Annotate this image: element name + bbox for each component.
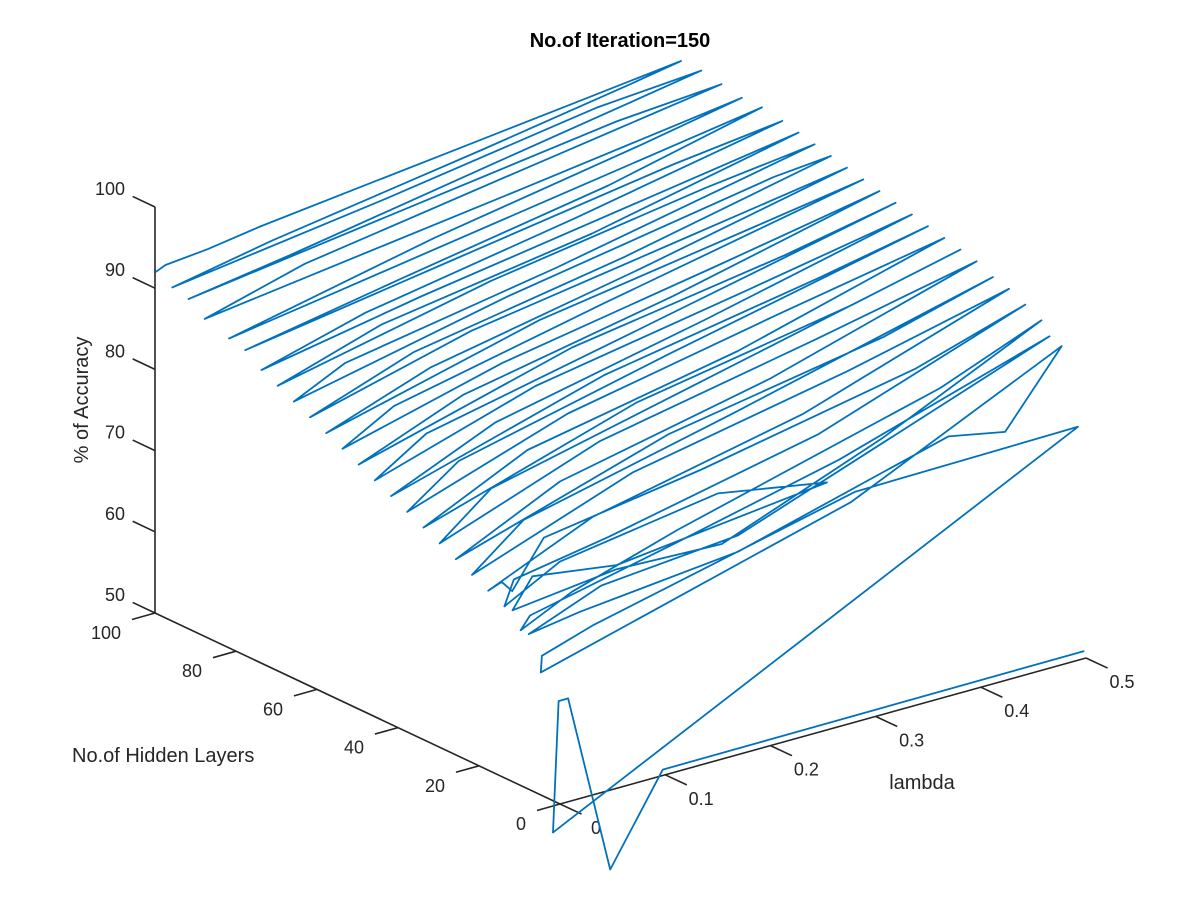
z-tick-label: 80	[105, 341, 125, 361]
y-tick-label: 0	[516, 814, 526, 834]
x-axis-line	[559, 657, 1087, 805]
y-tick-label: 20	[425, 776, 445, 796]
x-tick-0.5	[1085, 657, 1108, 669]
x-tick-label: 0.4	[1004, 701, 1029, 721]
x-tick-0.3	[875, 715, 898, 728]
y-tick-0	[536, 803, 561, 812]
z-tick-60	[132, 520, 156, 533]
y-tick-20	[455, 765, 480, 774]
z-tick-label: 60	[105, 504, 125, 524]
tick-labels: 50 60 70 80 90 100 0 20 40 60 80 100 0 0.1 0.2 0.3 0.4 0.…	[91, 179, 1135, 838]
y-axis-label: No.of Hidden Layers	[72, 745, 254, 767]
y-tick-80	[212, 650, 237, 659]
y-tick-label: 60	[263, 699, 283, 719]
y-tick-label: 100	[91, 623, 121, 643]
x-tick-0.2	[770, 744, 793, 757]
x-tick-label: 0.2	[794, 760, 819, 780]
z-tick-80	[132, 358, 156, 371]
y-tick-40	[374, 726, 399, 735]
chart-axes	[154, 207, 1087, 805]
x-tick-0.1	[664, 774, 688, 786]
y-tick-100	[131, 612, 156, 621]
z-tick-label: 100	[95, 179, 125, 199]
z-axis-label: % of Accuracy	[71, 337, 93, 464]
z-tick-50	[132, 601, 156, 614]
x-tick-label: 0.1	[689, 789, 714, 809]
y-tick-60	[293, 688, 318, 697]
y-tick-label: 80	[182, 661, 202, 681]
chart-title: No.of Iteration=150	[530, 30, 711, 52]
series-line-1	[155, 60, 1079, 834]
z-tick-70	[132, 439, 156, 452]
z-tick-90	[132, 276, 156, 289]
x-tick-label: 0.3	[899, 730, 924, 750]
z-tick-100	[132, 195, 156, 208]
tick-marks	[131, 195, 1108, 815]
y-tick-label: 40	[344, 738, 364, 758]
x-tick-label: 0.5	[1109, 672, 1134, 692]
x-tick-label: 0	[591, 818, 601, 838]
z-tick-label: 70	[105, 423, 125, 443]
x-axis-label: lambda	[889, 772, 955, 794]
z-tick-label: 50	[105, 585, 125, 605]
z-tick-label: 90	[105, 260, 125, 280]
x-tick-0.4	[980, 686, 1003, 699]
series-line-2	[552, 650, 1085, 871]
y-axis-line	[154, 612, 561, 805]
data-series	[155, 60, 1085, 871]
